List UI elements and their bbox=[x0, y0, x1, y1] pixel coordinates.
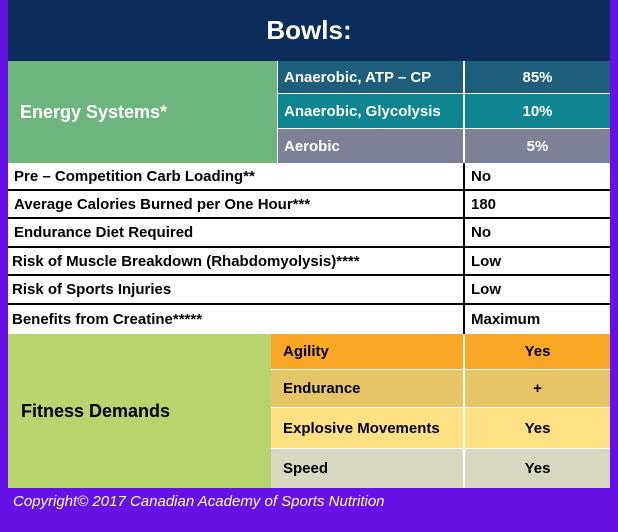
info-value-sports-injuries: Low bbox=[463, 276, 610, 305]
info-label-carb-loading: Pre – Competition Carb Loading** bbox=[8, 163, 463, 191]
fitness-row-agility: Agility bbox=[271, 334, 463, 370]
table-title: Bowls: bbox=[8, 0, 610, 61]
energy-row-glycolysis: Anaerobic, Glycolysis bbox=[277, 94, 463, 129]
energy-value-atp-cp: 85% bbox=[463, 61, 610, 94]
info-label-muscle-breakdown: Risk of Muscle Breakdown (Rhabdomyolysis… bbox=[8, 248, 463, 276]
energy-value-aerobic: 5% bbox=[463, 129, 610, 163]
info-value-creatine: Maximum bbox=[463, 305, 610, 334]
copyright-text: Copyright© 2017 Canadian Academy of Spor… bbox=[13, 493, 385, 510]
energy-value-glycolysis: 10% bbox=[463, 94, 610, 129]
info-label-endurance-diet: Endurance Diet Required bbox=[8, 219, 463, 248]
fitness-demands-label: Fitness Demands bbox=[8, 334, 271, 488]
energy-row-aerobic: Aerobic bbox=[277, 129, 463, 163]
fitness-row-explosive: Explosive Movements bbox=[271, 408, 463, 449]
fitness-row-speed: Speed bbox=[271, 449, 463, 488]
info-label-creatine: Benefits from Creatine***** bbox=[12, 311, 203, 328]
info-value-calories: 180 bbox=[463, 191, 610, 219]
info-value-endurance-diet: No bbox=[463, 219, 610, 248]
fitness-value-agility: Yes bbox=[463, 334, 610, 370]
info-label-sports-injuries: Risk of Sports Injuries bbox=[8, 276, 463, 305]
info-value-muscle-breakdown: Low bbox=[463, 248, 610, 276]
fitness-value-endurance: + bbox=[463, 370, 610, 408]
fitness-value-speed: Yes bbox=[463, 449, 610, 488]
energy-systems-label: Energy Systems* bbox=[8, 61, 277, 163]
fitness-value-explosive: Yes bbox=[463, 408, 610, 449]
energy-row-atp-cp: Anaerobic, ATP – CP bbox=[277, 61, 463, 94]
fitness-row-endurance: Endurance bbox=[271, 370, 463, 408]
info-value-carb-loading: No bbox=[463, 163, 610, 191]
info-label-calories: Average Calories Burned per One Hour*** bbox=[8, 191, 463, 219]
bowls-table: Bowls: Energy Systems* Anaerobic, ATP – … bbox=[8, 0, 610, 488]
